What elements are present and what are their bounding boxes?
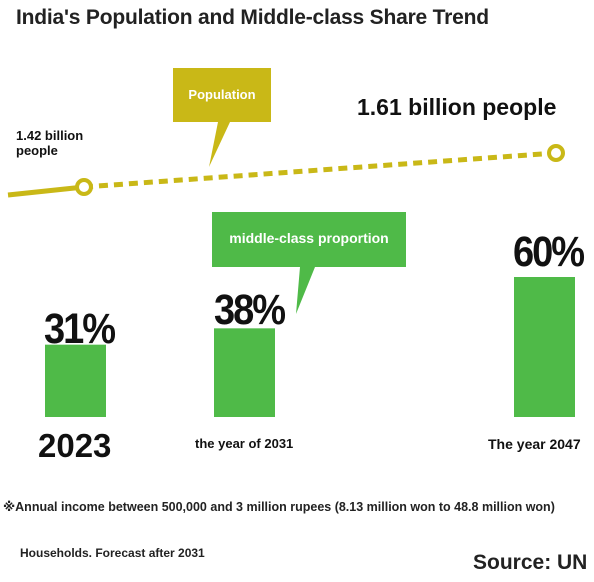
bar-value-label: 31%	[44, 306, 116, 354]
population-callout-label: Population	[188, 87, 256, 102]
bar-value-label: 60%	[513, 229, 585, 277]
population-point-2023	[75, 178, 93, 196]
bar-0	[45, 344, 106, 417]
population-callout	[173, 68, 271, 167]
category-label: the year of 2031	[195, 436, 294, 451]
bar-value-label: 38%	[214, 287, 286, 335]
chart-title: India's Population and Middle-class Shar…	[16, 6, 489, 29]
population-line-dashed	[83, 150, 557, 190]
bar-1	[214, 328, 275, 417]
bar-2	[514, 277, 575, 417]
source-label: Source: UN	[473, 551, 588, 574]
population-end-label: 1.61 billion people	[357, 94, 557, 120]
population-line-solid	[7, 184, 85, 198]
category-label: 2023	[38, 427, 112, 464]
middle-class-callout-label: middle-class proportion	[229, 230, 389, 246]
population-start-label: 1.42 billion people	[16, 128, 84, 158]
middle-class-callout	[212, 212, 406, 314]
bars-group	[45, 277, 575, 417]
footnote: ※Annual income between 500,000 and 3 mil…	[3, 500, 555, 514]
category-label: The year 2047	[488, 436, 581, 452]
population-line	[7, 144, 565, 198]
population-point-2047	[547, 144, 565, 162]
households-note: Households. Forecast after 2031	[20, 546, 205, 560]
